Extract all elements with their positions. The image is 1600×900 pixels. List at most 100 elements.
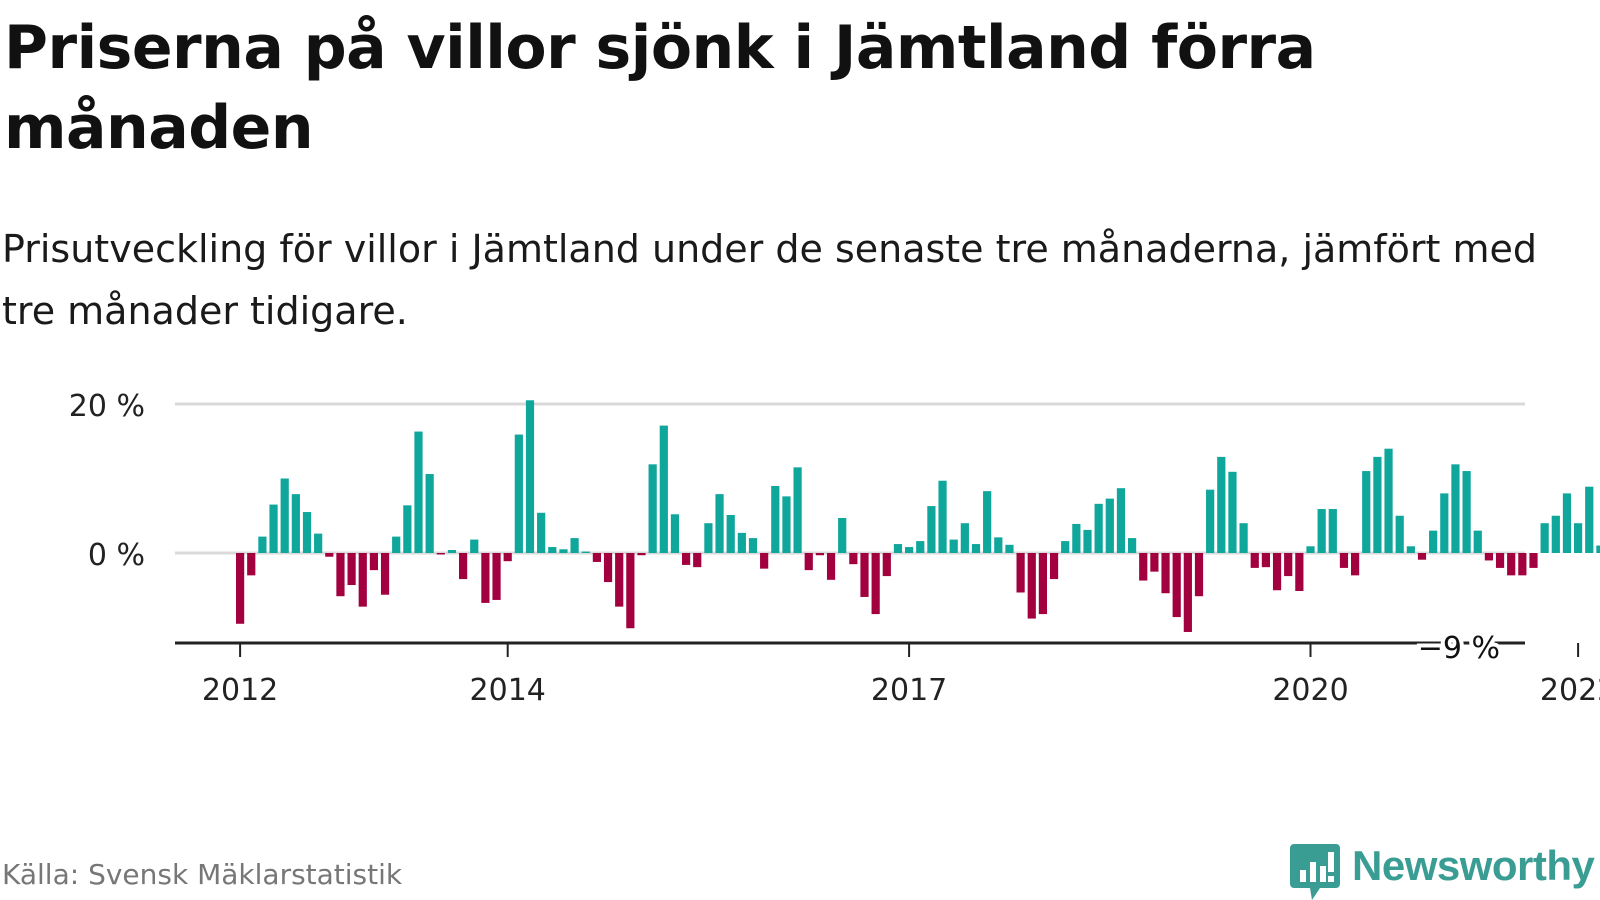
bar bbox=[492, 553, 501, 600]
bar bbox=[280, 478, 289, 553]
bar bbox=[726, 515, 735, 553]
bar bbox=[1094, 503, 1103, 553]
bar bbox=[425, 474, 434, 553]
bar bbox=[1317, 509, 1326, 553]
bar bbox=[481, 553, 490, 603]
bar bbox=[325, 553, 334, 557]
bar bbox=[1596, 545, 1600, 553]
bar bbox=[258, 536, 267, 553]
bar bbox=[1239, 523, 1248, 553]
bar bbox=[1049, 553, 1059, 580]
bar bbox=[414, 431, 423, 553]
bar bbox=[1384, 448, 1393, 553]
bar bbox=[838, 517, 847, 553]
bar bbox=[871, 553, 880, 615]
bar bbox=[1507, 553, 1516, 576]
bar bbox=[938, 480, 947, 553]
bar bbox=[815, 553, 824, 556]
bar bbox=[1116, 488, 1126, 553]
bar bbox=[1150, 553, 1159, 572]
bar bbox=[447, 550, 457, 553]
bar bbox=[1128, 538, 1137, 553]
bar bbox=[826, 553, 836, 580]
x-tick-label: 2014 bbox=[470, 673, 546, 708]
y-tick-label: 0 % bbox=[88, 538, 145, 573]
bar bbox=[983, 491, 992, 553]
bar bbox=[1540, 523, 1549, 553]
bar bbox=[670, 514, 680, 553]
bar bbox=[380, 553, 390, 595]
bar bbox=[1551, 515, 1560, 553]
bar bbox=[1061, 541, 1070, 553]
bar bbox=[436, 553, 445, 555]
bar bbox=[1261, 553, 1270, 568]
x-tick-label: 2012 bbox=[202, 673, 278, 708]
bar bbox=[1306, 546, 1315, 553]
newsworthy-logo-icon bbox=[1290, 844, 1340, 900]
bar bbox=[1339, 553, 1349, 568]
bar bbox=[682, 553, 691, 565]
bar bbox=[1206, 489, 1215, 553]
bar bbox=[648, 464, 657, 553]
bar bbox=[470, 539, 479, 553]
bar bbox=[1083, 529, 1092, 553]
bar bbox=[1284, 553, 1293, 577]
bar bbox=[1183, 553, 1192, 632]
bar bbox=[336, 553, 345, 597]
bar bbox=[737, 532, 746, 553]
bar bbox=[1228, 471, 1237, 553]
bar bbox=[1105, 498, 1114, 553]
bar bbox=[760, 553, 769, 569]
bar bbox=[358, 553, 367, 607]
bar bbox=[1484, 553, 1493, 561]
bar bbox=[927, 506, 936, 553]
bar bbox=[1038, 553, 1047, 615]
bar bbox=[1429, 530, 1438, 553]
bar bbox=[1518, 553, 1527, 576]
newsworthy-logo[interactable]: Newsworthy bbox=[1290, 842, 1595, 900]
source-note: Källa: Svensk Mäklarstatistik bbox=[2, 858, 403, 891]
bar bbox=[503, 553, 512, 562]
bar bbox=[459, 553, 468, 580]
bar bbox=[537, 512, 546, 553]
bar bbox=[882, 553, 891, 577]
bar bbox=[581, 551, 590, 553]
bar bbox=[236, 553, 245, 624]
bar bbox=[626, 553, 635, 629]
x-tick-label: 2020 bbox=[1272, 673, 1348, 708]
bar bbox=[1016, 553, 1025, 593]
bar bbox=[548, 547, 557, 553]
last-value-label: −9 % bbox=[1418, 631, 1500, 666]
bar bbox=[347, 553, 356, 586]
bar bbox=[592, 553, 601, 562]
bar bbox=[1272, 553, 1282, 591]
bar bbox=[1328, 509, 1337, 553]
bar bbox=[1194, 553, 1204, 597]
bar bbox=[247, 553, 256, 576]
bar bbox=[1217, 456, 1226, 553]
bar bbox=[1451, 464, 1460, 553]
bar bbox=[1585, 486, 1594, 553]
bar bbox=[314, 533, 323, 553]
bar bbox=[1574, 523, 1583, 553]
bar bbox=[804, 553, 813, 571]
bar bbox=[514, 434, 523, 553]
bar bbox=[637, 553, 646, 556]
bar bbox=[392, 536, 401, 553]
bar bbox=[748, 538, 758, 553]
y-tick-label: 20 % bbox=[69, 389, 145, 424]
bar bbox=[1005, 544, 1014, 553]
bar bbox=[1362, 471, 1371, 553]
bar bbox=[1139, 553, 1148, 581]
bar bbox=[1473, 530, 1482, 553]
bar bbox=[1417, 553, 1427, 560]
bar bbox=[782, 496, 791, 553]
chart-subtitle: Prisutveckling för villor i Jämtland und… bbox=[2, 227, 1538, 333]
bar bbox=[916, 541, 925, 553]
bar bbox=[704, 523, 713, 553]
x-tick-label: 2017 bbox=[871, 673, 947, 708]
bar bbox=[793, 467, 802, 553]
bar bbox=[1295, 553, 1304, 591]
bar bbox=[269, 504, 278, 553]
bar bbox=[893, 544, 903, 553]
